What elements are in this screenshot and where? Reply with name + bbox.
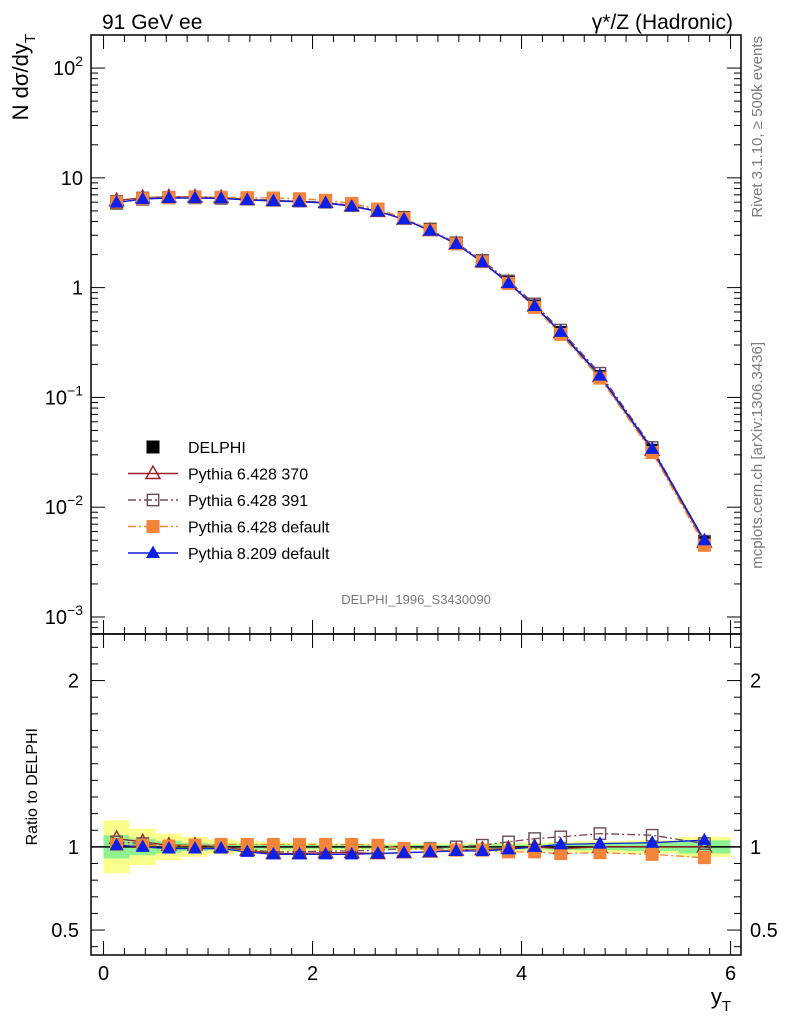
main-data-point: [109, 195, 124, 208]
ratio-data-point: [423, 844, 438, 857]
ratio-data-point: [318, 846, 333, 860]
ratio-data-point: [319, 837, 333, 851]
main-data-point: [527, 298, 542, 312]
ratio-data-point: [345, 837, 359, 851]
main-data-point: [240, 192, 255, 205]
ratio-data-point: [161, 841, 176, 854]
ratio-series-layer: [108, 827, 713, 865]
ratio-data-point: [697, 832, 712, 846]
ratio-data-point: [645, 835, 660, 848]
ratio-data-point: [501, 841, 516, 855]
legend-marker: [146, 545, 160, 558]
main-data-point: [553, 324, 568, 337]
ratio-data-point: [266, 837, 280, 851]
ratio-data-point: [135, 839, 150, 852]
ratio-data-point: [592, 836, 607, 849]
main-data-point: [645, 441, 660, 454]
legend-marker: [146, 493, 160, 507]
side-text-lower: mcplots.cern.ch [arXiv:1306.3436]: [749, 342, 766, 569]
x-tick-label: 0: [98, 963, 109, 985]
ratio-data-point: [553, 836, 568, 850]
legend-marker: [144, 464, 162, 480]
main-y-tick-label: 1: [72, 278, 83, 300]
main-data-point: [266, 193, 281, 207]
main-data-point: [501, 275, 516, 289]
ratio-data-point: [396, 845, 411, 858]
ratio-data-point: [527, 839, 542, 852]
main-data-point: [187, 190, 202, 204]
ratio-data-point: [344, 846, 359, 860]
x-tick-label: 4: [516, 963, 527, 985]
ratio-data-point: [292, 837, 306, 851]
ratio-data-point: [697, 851, 711, 865]
header-right-title: γ*/Z (Hadronic): [592, 11, 733, 34]
side-text-upper: Rivet 3.1.10, ≥ 500k events: [749, 36, 766, 218]
legend-label: Pythia 6.428 391: [188, 493, 308, 510]
legend-marker: [146, 520, 160, 533]
ratio-y-tick-label-left: 0.5: [51, 920, 79, 942]
ratio-y-tick-label-right: 1: [750, 837, 761, 859]
ratio-data-point: [214, 841, 229, 854]
main-data-point: [697, 532, 712, 546]
main-data-point: [292, 194, 307, 207]
ratio-data-point: [554, 847, 568, 861]
main-data-point: [370, 203, 385, 217]
main-data-point: [449, 236, 464, 249]
ratio-y-tick-label-left: 2: [68, 671, 79, 693]
analysis-watermark: DELPHI_1996_S3430090: [341, 592, 491, 607]
ratio-data-point: [475, 843, 490, 857]
main-data-point: [318, 195, 333, 208]
ratio-ticks: [90, 633, 742, 956]
legend-label: Pythia 6.428 default: [188, 520, 330, 537]
x-tick-label: 6: [725, 963, 736, 985]
ratio-data-point: [109, 837, 124, 851]
main-ticks: [91, 34, 741, 635]
main-data-point: [161, 190, 176, 204]
ratio-data-point: [240, 844, 255, 857]
ratio-data-point: [292, 846, 307, 860]
ratio-data-point: [187, 841, 202, 854]
main-data-point: [592, 368, 607, 381]
ratio-data-point: [449, 843, 464, 857]
legend-marker: [146, 440, 160, 454]
main-data-point: [423, 223, 438, 236]
main-data-point: [214, 190, 229, 204]
main-data-point: [344, 198, 359, 212]
ratio-frame: [90, 633, 742, 956]
legend-label: Pythia 6.428 370: [188, 467, 308, 484]
ratio-tick-labels: 0.5 0.5 1 1 2 2 0 2 4 6: [51, 671, 778, 985]
ratio-y-tick-label-left: 1: [68, 837, 79, 859]
legend-label: DELPHI: [188, 440, 246, 457]
legend-label: Pythia 8.209 default: [188, 546, 330, 563]
main-data-point: [135, 191, 150, 205]
ratio-data-point: [645, 847, 659, 861]
main-y-tick-label: 10: [61, 168, 83, 190]
ratio-data-point: [266, 846, 281, 860]
ratio-y-tick-label-right: 0.5: [750, 920, 778, 942]
ratio-data-point: [371, 838, 385, 852]
main-data-point: [396, 211, 411, 225]
legend: DELPHI Pythia 6.428 370 Pythia 6.428 391 Py…: [128, 440, 330, 563]
main-series-layer: [108, 188, 713, 552]
x-tick-label: 2: [307, 963, 318, 985]
ratio-data-point: [370, 846, 385, 859]
ratio-y-axis-label: Ratio to DELPHI: [24, 728, 41, 845]
ratio-data-point: [593, 846, 607, 860]
header-left-title: 91 GeV ee: [102, 11, 202, 34]
ratio-y-tick-label-right: 2: [750, 671, 761, 693]
main-data-point: [475, 254, 490, 268]
